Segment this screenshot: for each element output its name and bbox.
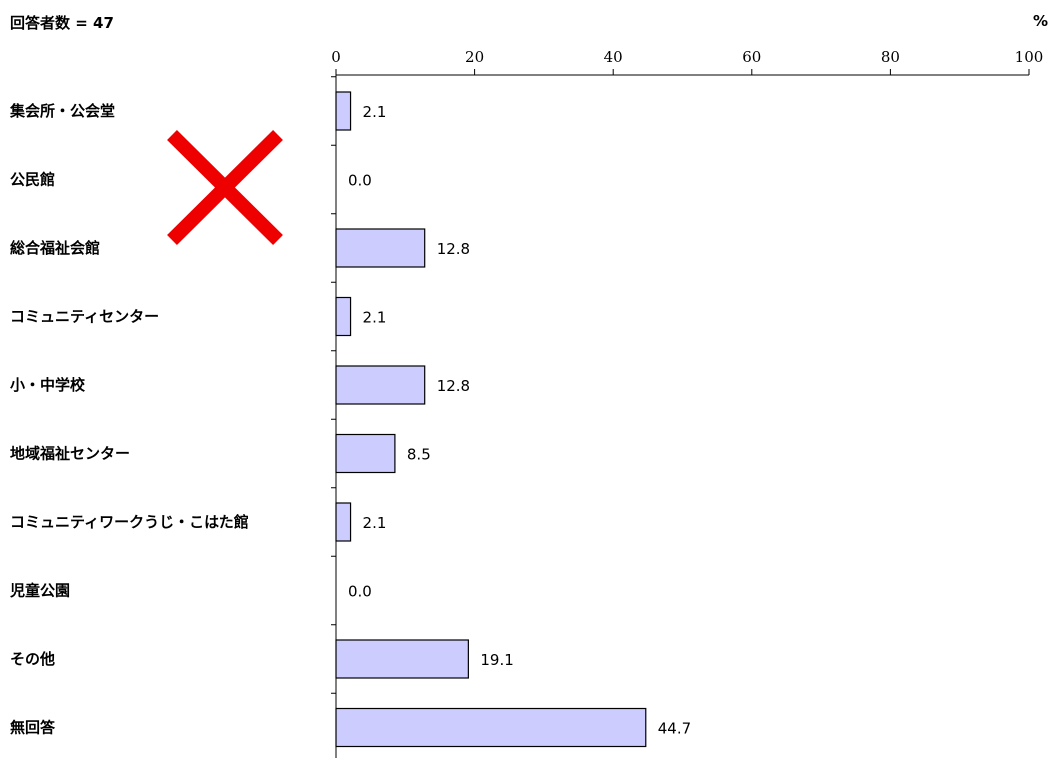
category-label: その他 xyxy=(10,650,55,668)
unit-label: % xyxy=(1032,12,1048,30)
bar xyxy=(335,228,426,268)
data-label: 44.7 xyxy=(658,720,691,738)
category-label: 地域福祉センター xyxy=(10,445,130,463)
category-label: 無回答 xyxy=(10,719,56,737)
category-label: 児童公園 xyxy=(9,582,70,600)
x-tick-label: 60 xyxy=(742,48,761,66)
category-label: コミュニティセンター xyxy=(10,308,159,326)
data-label: 19.1 xyxy=(480,651,513,669)
respondent-count: 回答者数 = 47 xyxy=(10,14,114,32)
category-label: 小・中学校 xyxy=(10,376,86,394)
bars-layer xyxy=(335,91,647,748)
data-label: 2.1 xyxy=(363,103,387,121)
x-tick-label: 100 xyxy=(1015,48,1044,66)
data-label: 2.1 xyxy=(363,514,387,532)
x-tick-label: 40 xyxy=(604,48,623,66)
data-label: 0.0 xyxy=(348,583,372,601)
category-label: 公民館 xyxy=(10,171,55,189)
bar xyxy=(335,707,647,748)
labels-layer: 集会所・公会堂 2.1 公民館 0.0 総合福祉会館 12.8 コミュニティセンター 2.1 小… xyxy=(9,102,691,738)
category-label: コミュニティワークうじ・こはた館 xyxy=(10,513,249,531)
data-label: 12.8 xyxy=(437,240,470,258)
category-label: 集会所・公会堂 xyxy=(9,102,115,120)
bar xyxy=(335,296,352,337)
category-label: 総合福祉会館 xyxy=(10,239,100,257)
overlay-layer xyxy=(167,130,283,245)
x-tick-label: 20 xyxy=(465,48,484,66)
red-x-cross-icon xyxy=(167,130,283,245)
data-label: 2.1 xyxy=(363,309,387,327)
bar xyxy=(335,639,469,679)
data-label: 8.5 xyxy=(407,446,431,464)
bar xyxy=(335,365,426,405)
bar xyxy=(335,433,396,474)
data-label: 0.0 xyxy=(348,172,372,190)
bar xyxy=(335,91,352,131)
x-tick-label: 0 xyxy=(331,48,341,66)
x-tick-label: 80 xyxy=(881,48,900,66)
bar xyxy=(335,502,352,542)
data-label: 12.8 xyxy=(437,377,470,395)
